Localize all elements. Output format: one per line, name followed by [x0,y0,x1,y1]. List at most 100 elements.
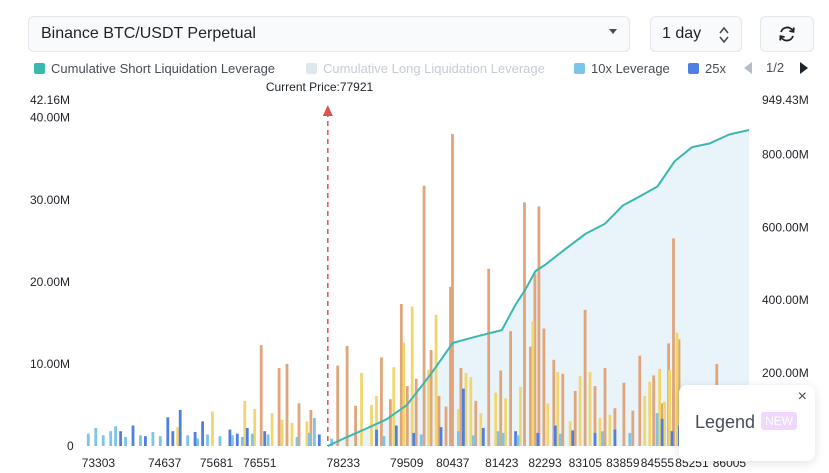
chevron-down-icon [609,29,617,34]
bar-4-2 [101,435,105,446]
bar-4-12 [218,436,222,446]
bar-3-10 [245,427,249,446]
bar-1-35 [613,408,617,446]
bar-3-0 [119,431,122,446]
pair-select-value: Binance BTC/USDT Perpetual [41,25,256,42]
bar-3-12 [317,434,321,446]
bar-4-16 [266,434,270,446]
bar-2-5 [280,419,284,446]
bar-4-7 [151,432,155,446]
legend-popup[interactable]: × Legend NEW [679,385,815,461]
bar-1-25 [529,346,532,446]
bar-2-26 [568,421,572,446]
bar-2-27 [578,376,582,446]
legend-item-long-cumulative[interactable]: Cumulative Long Liquidation Leverage [306,59,545,77]
bar-3-15 [412,432,416,446]
y-right-tick-label: 800.00M [762,147,809,161]
bar-4-14 [240,437,244,446]
period-select-value: 1 day [662,25,702,42]
bar-2-24 [546,403,550,446]
bar-1-39 [652,375,656,446]
legend-item-short-cumulative[interactable]: Cumulative Short Liquidation Leverage [34,59,275,77]
legend-next-icon[interactable] [800,62,808,74]
bar-1-21 [487,268,491,446]
pair-select[interactable]: Binance BTC/USDT Perpetual [28,16,630,52]
bar-1-3 [297,403,301,446]
y-right-tick-label: 200.00M [762,366,809,380]
cumulative-short-line [327,129,750,447]
bar-1-20 [474,400,478,446]
bar-4-23 [457,431,460,446]
x-tick-label: 83105 [569,456,603,470]
updown-arrows-icon [719,26,729,44]
legend-label: Cumulative Short Liquidation Leverage [51,60,276,76]
bar-1-23 [509,331,512,446]
bar-1-24 [523,202,526,446]
bar-2-12 [402,342,406,446]
bar-2-6 [290,423,294,446]
bar-1-16 [444,406,448,446]
bar-1-17 [449,286,452,446]
toolbar: Binance BTC/USDT Perpetual 1 day [28,16,818,54]
y-left-tick-label: 10.00M [30,357,70,371]
legend-item-10x[interactable]: 10x Leverage [574,59,670,77]
x-tick-label: 83859 [606,456,640,470]
close-icon[interactable]: × [797,388,807,405]
bar-2-35 [668,369,671,446]
y-left-tick-label: 0 [67,439,74,453]
bar-2-22 [519,386,522,446]
legend-prev-icon[interactable] [744,62,752,74]
legend-item-25x[interactable]: 25x [688,59,726,77]
bar-1-34 [603,368,607,446]
bar-3-22 [571,430,575,446]
bar-4-29 [601,431,604,446]
bar-1-26 [533,273,537,446]
bar-3-5 [178,409,182,446]
x-tick-label: 74637 [148,456,182,470]
bar-3-9 [235,433,239,446]
bar-4-30 [628,432,632,446]
bar-1-30 [561,373,565,446]
chart-legend: Cumulative Short Liquidation Leverage Cu… [34,59,824,77]
bar-4-6 [139,435,142,446]
bar-3-13 [375,429,378,446]
bar-3-23 [593,432,597,446]
bar-2-16 [457,409,460,446]
y-right-top-label: 949.43M [762,93,809,107]
bar-3-25 [660,418,664,446]
bar-4-9 [186,435,190,446]
bar-3-3 [166,417,170,446]
bar-4-0 [86,433,90,446]
bar-2-15 [434,314,438,446]
refresh-button[interactable] [760,16,814,52]
bar-4-3 [109,431,113,446]
bar-1-10 [399,304,403,446]
bar-1-11 [405,386,409,446]
bar-1-29 [552,359,556,446]
bar-3-6 [193,432,197,446]
bar-3-4 [171,431,175,446]
refresh-icon [779,26,795,42]
period-select[interactable]: 1 day [650,16,742,52]
y-left-tick-label: 40.00M [30,111,70,125]
bar-1-37 [631,410,635,446]
bar-4-26 [501,432,505,446]
bar-2-8 [360,373,363,446]
bar-1-32 [583,309,587,446]
bar-3-17 [462,388,465,446]
bar-2-18 [469,377,473,446]
bar-3-2 [144,436,147,446]
bar-3-19 [514,431,517,446]
bar-4-21 [382,436,386,446]
bar-1-38 [638,355,642,446]
bar-2-0 [176,427,180,446]
bar-1-27 [537,206,541,446]
bar-4-11 [206,434,209,446]
bar-3-7 [201,421,204,446]
bar-1-31 [573,391,577,446]
y-left-tick-label: 20.00M [30,275,70,289]
bar-2-30 [608,414,612,446]
legend-swatch [34,62,45,74]
bar-1-22 [499,370,503,446]
